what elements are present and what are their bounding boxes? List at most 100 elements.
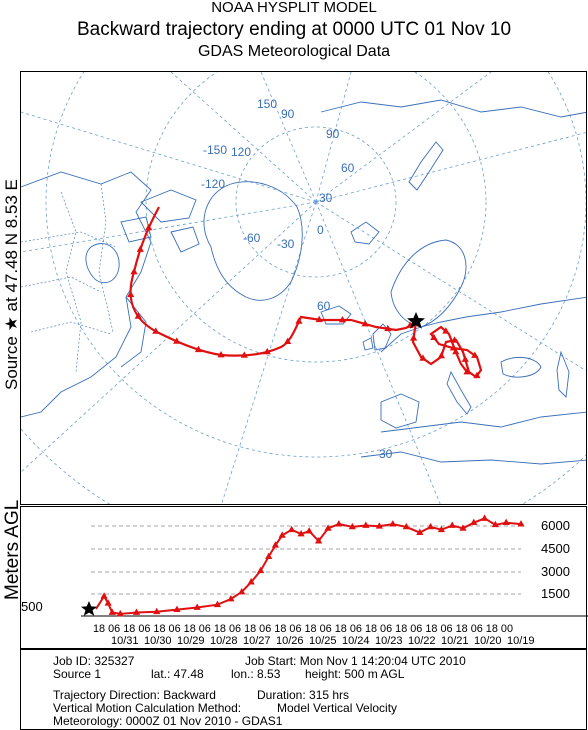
trajectory-marker xyxy=(315,315,323,323)
height-marker xyxy=(173,605,181,613)
trajectory-marker xyxy=(384,324,392,332)
height-marker xyxy=(491,520,499,528)
lon-label: -120 xyxy=(201,177,225,191)
trajectory-markers xyxy=(127,223,481,379)
lat-label: 60 xyxy=(317,299,331,313)
height-marker xyxy=(389,520,397,527)
time-hour-labels: 18 06 18 06 18 06 18 06 18 06 18 06 18 0… xyxy=(93,623,513,635)
height-marker xyxy=(416,528,424,535)
lon-label: -150 xyxy=(203,143,227,157)
height-marker xyxy=(348,522,356,530)
lat-circle xyxy=(21,428,586,504)
lat-circle xyxy=(45,72,586,458)
height-marker xyxy=(238,587,246,595)
source-height-label: 500 xyxy=(21,599,43,614)
height-marker xyxy=(470,518,478,526)
trajectory-marker xyxy=(442,327,450,334)
height-tick: 1500 xyxy=(541,586,570,601)
coast-europe xyxy=(380,296,586,353)
height-marker xyxy=(271,541,280,548)
coast-british-isles xyxy=(362,323,392,351)
coast-arctic-islands xyxy=(120,189,200,253)
lon-label: 120 xyxy=(231,145,251,159)
trajectory-marker xyxy=(450,336,459,343)
vertical-method-value: Model Vertical Velocity xyxy=(277,701,398,715)
source-id: Source 1 xyxy=(53,667,102,681)
job-id: Job ID: 325327 xyxy=(53,654,135,668)
lon-label: 90 xyxy=(281,107,295,121)
height-marker xyxy=(132,608,141,615)
trajectory-marker xyxy=(463,368,471,375)
vertical-profile-chart: 6000 4500 3000 1500 500 18 06 18 06 18 0… xyxy=(21,514,588,647)
coast-black-sea xyxy=(500,356,542,378)
height-marker xyxy=(116,609,124,617)
date-label: 10/26 xyxy=(276,635,304,647)
meteorology: Meteorology: 0000Z 01 Nov 2010 - GDAS1 xyxy=(53,714,283,728)
trajectory-map: 150 120 90 60 30 0 -30 -60 90 -120 -150 … xyxy=(20,71,587,505)
height-marker xyxy=(459,524,467,531)
meridian xyxy=(260,72,317,203)
job-start: Job Start: Mon Nov 1 14:20:04 UTC 2010 xyxy=(245,654,466,668)
height-marker xyxy=(375,522,383,529)
height-tick-labels: 6000 4500 3000 1500 xyxy=(541,518,570,601)
graticule-labels: 150 120 90 60 30 0 -30 -60 90 -120 -150 … xyxy=(201,97,393,461)
height-marker xyxy=(227,595,235,602)
height-marker xyxy=(402,522,410,530)
lon-label: 90 xyxy=(326,127,340,141)
trajectory-marker xyxy=(152,327,160,334)
source-location-label: Source ★ at 47.48 N 8.53 E xyxy=(2,179,21,390)
date-label: 10/20 xyxy=(474,635,502,647)
trajectory-marker xyxy=(419,354,427,361)
date-label: 10/19 xyxy=(507,635,535,647)
trajectory-title: Backward trajectory ending at 0000 UTC 0… xyxy=(76,19,512,40)
trajectory-marker xyxy=(338,316,347,323)
height-marker xyxy=(153,607,161,615)
trajectory-marker xyxy=(284,337,292,344)
trajectory-marker xyxy=(295,317,303,324)
trajectory-marker xyxy=(473,371,481,379)
trajectory-marker xyxy=(136,245,144,252)
source-height: height: 500 m AGL xyxy=(305,667,405,681)
height-tick: 6000 xyxy=(541,518,570,533)
coast-north-africa xyxy=(360,451,586,465)
source-lat: lat.: 47.48 xyxy=(151,667,204,681)
lon-label: -60 xyxy=(243,231,261,245)
trajectory-marker xyxy=(361,319,369,327)
height-marker xyxy=(427,522,435,530)
height-tick: 4500 xyxy=(541,541,570,556)
lon-label: 60 xyxy=(341,161,355,175)
meridian xyxy=(315,72,492,203)
height-marker xyxy=(437,525,445,533)
date-label: 10/25 xyxy=(309,635,337,647)
coast-north-america xyxy=(21,171,152,418)
meridian xyxy=(21,201,317,253)
height-marker xyxy=(108,608,116,615)
height-marker xyxy=(104,599,112,606)
date-label: 10/23 xyxy=(375,635,403,647)
trajectory-marker xyxy=(130,267,138,275)
model-title: NOAA HYSPLIT MODEL xyxy=(211,0,377,16)
date-labels: 10/31 10/30 10/29 10/28 10/27 10/26 10/25 10/24… xyxy=(111,635,535,647)
lon-label: 0 xyxy=(317,223,324,237)
height-marker xyxy=(335,520,343,527)
height-marker xyxy=(288,525,296,533)
height-marker xyxy=(193,603,201,610)
trajectory-marker xyxy=(452,347,460,355)
coast-siberia xyxy=(320,99,586,118)
lon-label: 30 xyxy=(319,191,333,205)
date-label: 10/24 xyxy=(342,635,370,647)
height-markers xyxy=(100,514,525,617)
coast-mediterranean xyxy=(380,411,586,433)
run-info-panel: Job ID: 325327 Job Start: Mon Nov 1 14:2… xyxy=(20,649,587,730)
coast-hudson-bay xyxy=(85,243,120,284)
trajectory-marker xyxy=(134,312,142,319)
trajectory-marker xyxy=(194,345,203,353)
meridian xyxy=(170,72,317,203)
height-marker xyxy=(517,520,525,527)
meridian xyxy=(21,111,317,203)
coast-labrador xyxy=(120,296,147,368)
trajectory-marker xyxy=(430,333,438,340)
trajectory-line xyxy=(129,206,483,379)
trajectory-marker xyxy=(240,351,248,358)
height-marker xyxy=(315,537,323,544)
